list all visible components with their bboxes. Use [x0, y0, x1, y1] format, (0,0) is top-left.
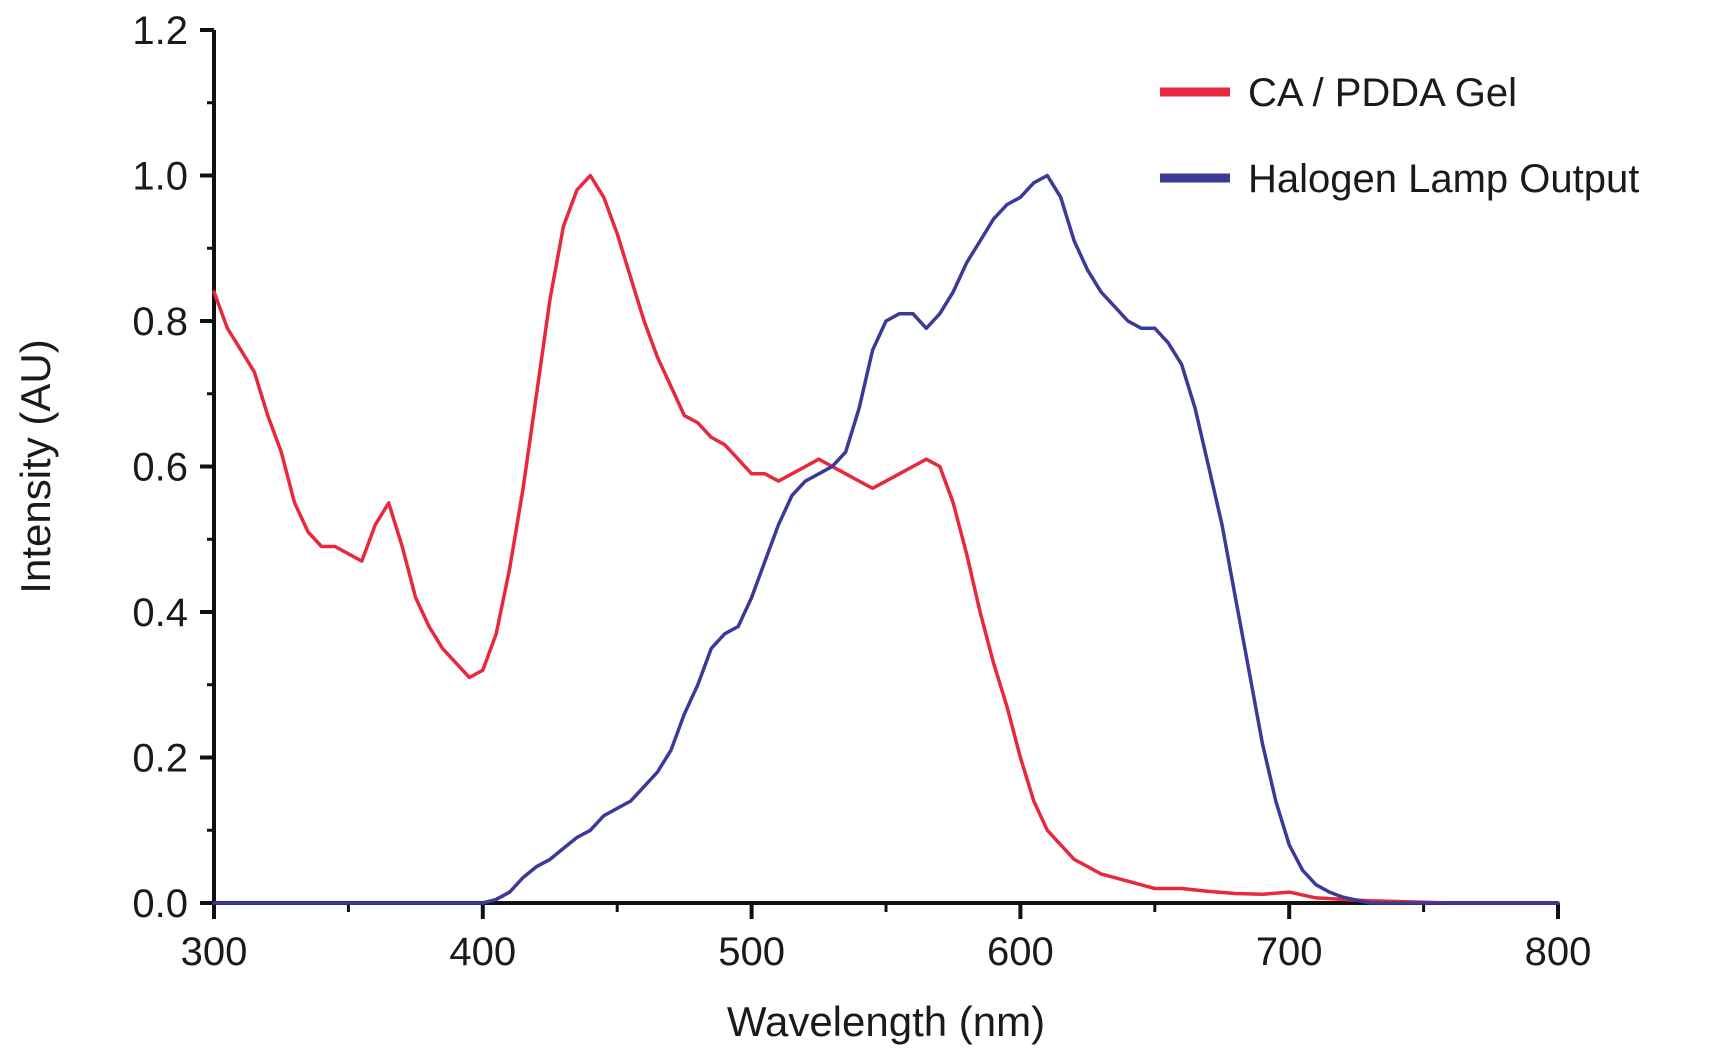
y-tick-label: 0.8 — [132, 300, 188, 344]
x-tick-label: 600 — [987, 930, 1054, 974]
x-tick-label: 700 — [1256, 930, 1323, 974]
legend-label: CA / PDDA Gel — [1248, 71, 1517, 115]
x-tick-label: 500 — [718, 930, 785, 974]
y-tick-label: 0.2 — [132, 737, 188, 781]
x-axis-title: Wavelength (nm) — [727, 998, 1045, 1045]
series-lines — [212, 173, 1560, 905]
y-tick-label: 0.4 — [132, 591, 188, 635]
x-tick-label: 400 — [449, 930, 516, 974]
axes: 0.0 0.2 0.4 0.6 0.8 1.0 1.2 300 400 500 600 700 800 — [132, 9, 1591, 974]
y-tick-label: 1.2 — [132, 9, 188, 53]
x-tick-label: 800 — [1525, 930, 1592, 974]
y-tick-label: 0.6 — [132, 446, 188, 490]
y-axis-title: Intensity (AU) — [12, 339, 59, 593]
y-tick-label: 1.0 — [132, 155, 188, 199]
series-line-ca-pdda-gel — [212, 173, 1560, 905]
series-line-halogen-lamp-output — [212, 173, 1560, 905]
y-tick-label: 0.0 — [132, 882, 188, 926]
legend: CA / PDDA Gel Halogen Lamp Output — [1160, 71, 1639, 201]
legend-label: Halogen Lamp Output — [1248, 157, 1639, 201]
x-tick-label: 300 — [181, 930, 248, 974]
